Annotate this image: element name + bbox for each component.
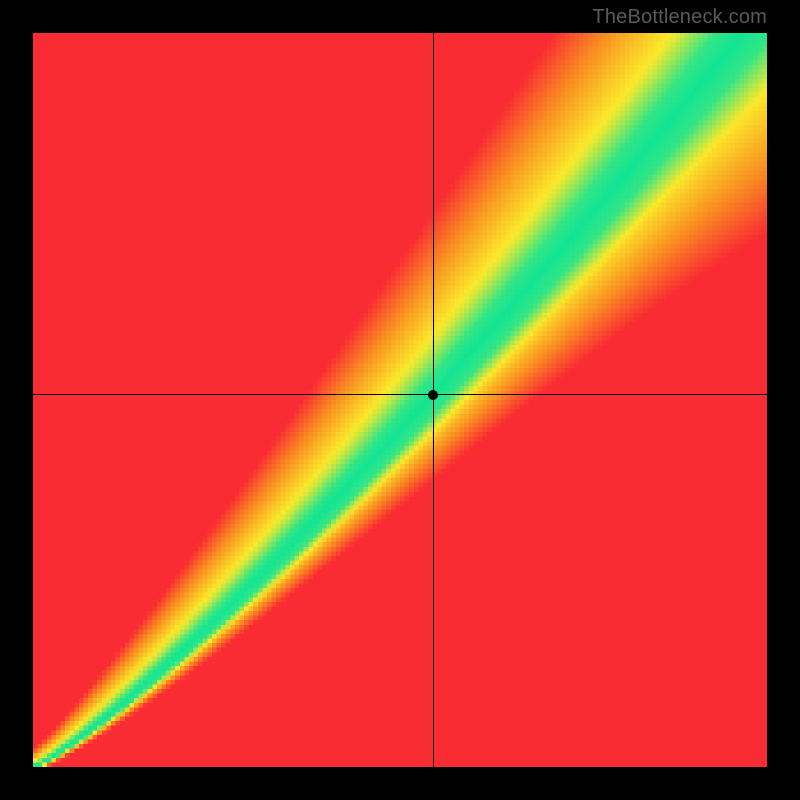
watermark-text: TheBottleneck.com (592, 6, 767, 29)
heatmap-canvas (33, 33, 767, 767)
crosshair-vertical (433, 33, 434, 767)
marker-point (428, 390, 438, 400)
heatmap-plot (33, 33, 767, 767)
crosshair-horizontal (33, 394, 767, 395)
